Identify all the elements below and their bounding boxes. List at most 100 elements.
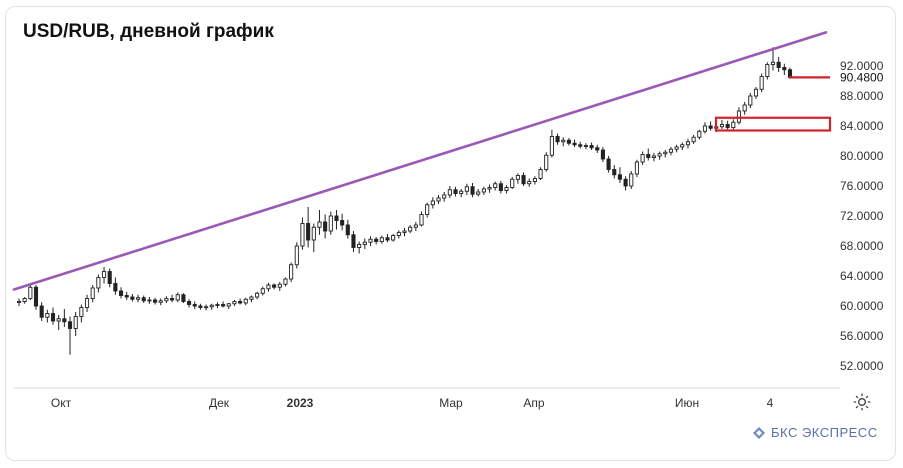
gear-icon[interactable]	[852, 392, 872, 412]
candle	[725, 124, 730, 128]
candlestick-series	[16, 47, 793, 355]
candle	[124, 295, 129, 298]
candle	[272, 284, 277, 288]
candle	[198, 305, 203, 308]
candle	[215, 304, 220, 306]
candle	[16, 301, 22, 303]
candle	[527, 181, 532, 185]
candle	[753, 88, 759, 97]
chart-card	[5, 6, 896, 461]
candle	[578, 144, 583, 147]
candle	[345, 224, 350, 236]
candle	[22, 298, 27, 302]
candle	[691, 136, 696, 143]
candle	[748, 95, 753, 106]
candle	[544, 154, 549, 170]
candle	[255, 292, 260, 298]
candle	[555, 136, 560, 143]
candle	[589, 145, 594, 149]
candle	[606, 158, 611, 170]
y-tick-label: 84.0000	[840, 119, 884, 133]
candle	[187, 301, 192, 305]
candle	[402, 230, 407, 233]
brand-name: БКС ЭКСПРЕСС	[771, 425, 878, 440]
candle	[646, 154, 651, 158]
candle	[238, 301, 243, 304]
candle	[674, 146, 679, 150]
candle	[374, 238, 379, 242]
y-tick-label: 52.0000	[840, 359, 884, 373]
candle	[396, 232, 401, 236]
x-axis-ticks: Окт Дек 2023 Мар Апр Июн 4	[51, 396, 774, 410]
candle	[340, 220, 345, 226]
candle	[436, 197, 441, 202]
y-tick-label: 72.0000	[840, 209, 884, 223]
candle	[28, 286, 33, 299]
candle	[663, 151, 668, 155]
candle	[323, 221, 328, 232]
support-zone-box	[714, 116, 832, 132]
candle	[765, 64, 770, 77]
candle	[459, 190, 464, 194]
candle	[572, 142, 577, 146]
candle	[232, 301, 237, 305]
candle	[130, 296, 135, 300]
candle	[612, 169, 617, 176]
candle	[379, 237, 384, 242]
candle	[283, 278, 288, 285]
candle	[181, 294, 186, 302]
candle	[464, 186, 469, 192]
candle	[101, 271, 107, 278]
x-tick-label: Апр	[523, 396, 545, 410]
candle	[498, 183, 503, 191]
candle	[45, 313, 50, 318]
candle	[787, 69, 793, 78]
candle	[192, 304, 197, 307]
candle	[113, 283, 118, 292]
candle	[408, 226, 413, 232]
candle	[561, 139, 566, 143]
candle	[147, 299, 152, 302]
candle	[453, 189, 458, 194]
candle	[226, 303, 231, 307]
candle	[782, 67, 787, 71]
candle	[702, 125, 708, 132]
candle	[419, 214, 424, 226]
candle	[118, 290, 124, 296]
candle	[425, 204, 430, 215]
candle	[549, 136, 554, 156]
candle	[487, 187, 492, 190]
candle	[685, 141, 691, 146]
candle	[62, 318, 67, 323]
candle	[583, 145, 588, 147]
candle	[595, 147, 600, 151]
candle	[640, 154, 645, 163]
candle	[629, 173, 634, 187]
candle	[481, 188, 486, 193]
candle	[175, 294, 180, 301]
candle	[668, 148, 673, 153]
candle	[651, 155, 656, 158]
candle	[67, 321, 73, 329]
candle	[447, 189, 452, 196]
candle	[306, 223, 311, 241]
candle	[504, 187, 509, 191]
candle	[90, 287, 95, 299]
y-axis-ticks: 92.0000 88.0000 84.0000 80.0000 76.0000 72.00…	[840, 59, 884, 373]
candle	[476, 191, 481, 195]
candle	[731, 121, 736, 128]
candle	[770, 61, 776, 65]
candle	[736, 110, 742, 123]
candle	[170, 298, 175, 301]
candle	[719, 124, 725, 128]
candle	[521, 175, 526, 185]
candle	[600, 149, 605, 160]
candle	[73, 316, 78, 329]
candle	[742, 104, 747, 112]
candle	[107, 271, 112, 284]
candle	[328, 215, 333, 232]
candle	[50, 313, 56, 322]
candle	[289, 264, 294, 280]
y-tick-label: 88.0000	[840, 89, 884, 103]
